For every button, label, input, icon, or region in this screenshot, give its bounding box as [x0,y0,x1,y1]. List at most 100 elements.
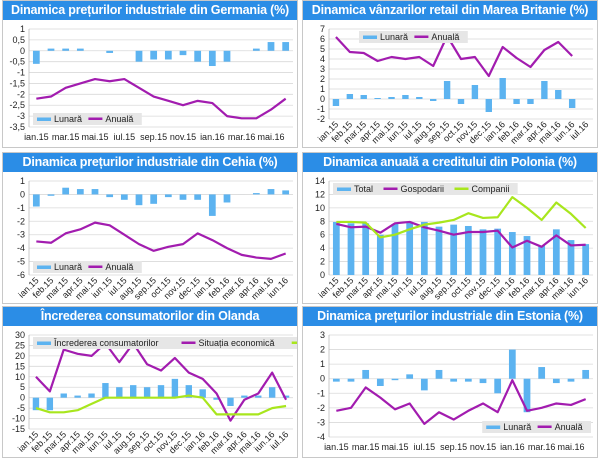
y-tick-label: -1,5 [9,78,25,88]
x-tick-label: mai.16 [257,132,284,142]
y-tick-label: 0,5 [12,35,25,45]
chart-title: Dinamica prețurilor industriale din Cehi… [3,153,297,172]
bar [508,232,516,275]
bar [282,395,290,398]
bar [282,190,290,195]
bar [420,378,428,391]
bar [223,194,231,203]
legend [33,337,297,349]
bar [135,194,143,206]
y-tick-label: 0 [320,374,325,384]
bar [62,48,70,51]
series-line [36,221,287,260]
bar [347,223,355,275]
chart-panel-czech: Dinamica prețurilor industriale din Cehi… [2,152,298,304]
bar [567,378,575,382]
y-tick-label: 0 [320,270,325,280]
bar [450,378,458,382]
x-tick-label: ian.15 [324,442,349,452]
bar [416,97,423,99]
bar [116,387,123,398]
bar [62,187,70,195]
legend-label: Lunară [380,32,408,42]
y-tick-label: -1 [17,203,25,213]
legend-label: Lunară [503,422,531,432]
y-tick-label: 6 [320,34,325,44]
y-tick-label: 1 [20,24,25,34]
bar [406,374,414,379]
bar [213,397,220,400]
bar [538,367,546,379]
bar [538,245,546,275]
bar [374,98,381,99]
bar [135,50,143,62]
bar [479,378,487,384]
legend-label: Încrederea consumatorilor [53,338,159,348]
y-tick-label: 3 [320,330,325,340]
y-tick-label: 0 [20,393,25,403]
bar [143,387,151,398]
series-line [336,220,586,249]
legend-label: Gospodarii [401,184,445,194]
bar [332,378,340,382]
legend [33,113,142,125]
y-tick-label: 20 [15,351,25,361]
legend-swatch [88,117,103,120]
bar [252,48,260,51]
bar [471,85,479,99]
y-tick-label: 6 [320,230,325,240]
bar [88,393,95,398]
legend-swatch [88,265,103,268]
y-tick-label: 10 [315,203,325,213]
series-line [35,394,287,416]
y-tick-label: 12 [315,189,325,199]
legend-swatch [454,187,469,190]
bar [179,194,187,200]
chart-panel-estonia: Dinamica prețurilor industriale din Esto… [302,306,598,458]
bar [527,99,534,104]
legend-swatch [537,425,552,428]
bar [150,50,158,60]
bar [185,385,192,398]
legend-label: Anuală [431,32,459,42]
bar [508,349,516,379]
legend-swatch [337,187,351,191]
legend-label: Anuală [105,114,133,124]
bar [435,369,443,379]
y-tick-label: 1 [20,176,25,186]
bar [376,378,384,386]
x-tick-label: iul.15 [414,442,436,452]
bar [164,194,172,198]
bar [267,42,275,51]
bar [76,48,84,51]
legend-swatch [37,341,51,345]
bar [523,378,531,413]
y-tick-label: -4 [317,432,325,442]
bar [171,378,179,398]
chart-uk: 76543210-1-2ian.15feb.15mar.15apr.15mai.… [316,24,593,146]
y-tick-label: -2 [317,403,325,413]
bar [32,50,40,64]
legend-label: Total [354,184,373,194]
y-tick-label: 5 [320,44,325,54]
bar [91,189,99,195]
y-tick-label: -15 [12,424,25,434]
bar [267,189,275,195]
bar [362,223,370,275]
chart-czech: 10-1-2-3-4-5-6ian.15feb.15mar.15apr.15ma… [16,176,293,302]
legend [359,31,468,43]
bar [485,99,492,112]
legend [33,261,142,273]
y-tick-label: -1 [317,104,325,114]
y-tick-label: -3 [17,111,25,121]
bar [46,397,54,411]
y-tick-label: -2 [17,89,25,99]
bar [346,94,354,99]
y-tick-label: -1 [17,68,25,78]
y-tick-label: 5 [20,382,25,392]
bar [106,194,114,198]
x-tick-label: mar.15 [352,442,380,452]
bar [252,193,260,195]
x-tick-label: sep.15 [440,442,467,452]
